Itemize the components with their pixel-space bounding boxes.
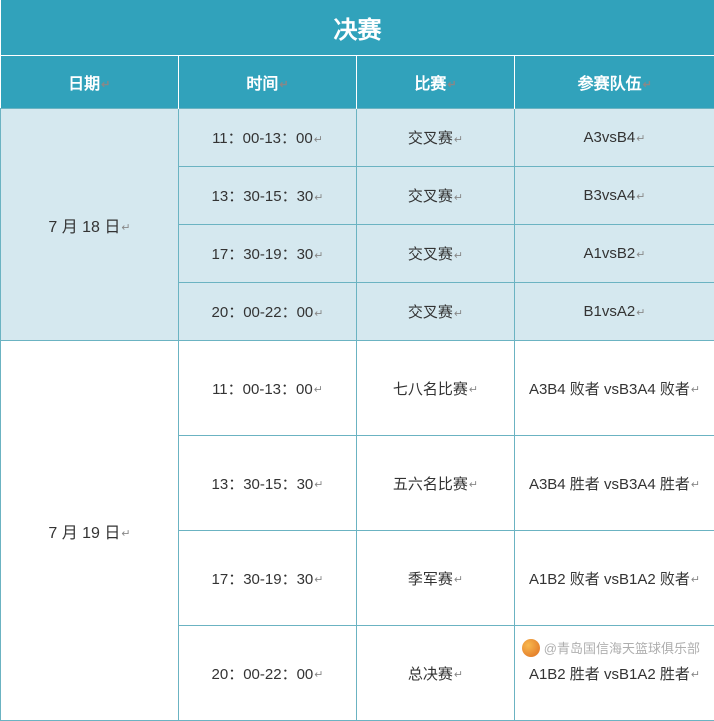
teams-cell: B3vsA4↵ <box>515 167 714 225</box>
teams-cell: A3B4 败者 vsB3A4 败者↵ <box>515 341 714 436</box>
col-header-time: 时间↵ <box>179 56 357 109</box>
table-header-row: 日期↵ 时间↵ 比赛↵ 参赛队伍↵ <box>1 56 714 109</box>
date-cell-day1: 7 月 18 日↵ <box>1 109 179 341</box>
table-row: 7 月 18 日↵ 11：00-13：00↵ 交叉赛↵ A3vsB4↵ <box>1 109 714 167</box>
col-header-match: 比赛↵ <box>357 56 515 109</box>
table-row: 7 月 19 日↵ 11：00-13：00↵ 七八名比赛↵ A3B4 败者 vs… <box>1 341 714 436</box>
finals-schedule-table: 决赛 日期↵ 时间↵ 比赛↵ 参赛队伍↵ 7 月 18 日↵ 11：00-13：… <box>0 0 714 721</box>
time-cell: 17：30-19：30↵ <box>179 225 357 283</box>
match-cell: 七八名比赛↵ <box>357 341 515 436</box>
time-cell: 11：00-13：00↵ <box>179 109 357 167</box>
time-cell: 17：30-19：30↵ <box>179 531 357 626</box>
match-cell: 交叉赛↵ <box>357 225 515 283</box>
teams-cell: B1vsA2↵ <box>515 283 714 341</box>
weibo-icon <box>522 639 540 657</box>
match-cell: 季军赛↵ <box>357 531 515 626</box>
match-cell: 交叉赛↵ <box>357 167 515 225</box>
table-title: 决赛 <box>1 0 714 56</box>
match-cell: 五六名比赛↵ <box>357 436 515 531</box>
time-cell: 20：00-22：00↵ <box>179 626 357 721</box>
match-cell: 交叉赛↵ <box>357 283 515 341</box>
teams-cell: A1B2 败者 vsB1A2 败者↵ <box>515 531 714 626</box>
time-cell: 13：30-15：30↵ <box>179 167 357 225</box>
table-title-row: 决赛 <box>1 0 714 56</box>
match-cell: 交叉赛↵ <box>357 109 515 167</box>
teams-cell: A1vsB2↵ <box>515 225 714 283</box>
teams-cell: A3B4 胜者 vsB3A4 胜者↵ <box>515 436 714 531</box>
date-cell-day2: 7 月 19 日↵ <box>1 341 179 721</box>
col-header-teams: 参赛队伍↵ <box>515 56 714 109</box>
watermark-text: @青岛国信海天篮球俱乐部 <box>544 638 700 657</box>
match-cell: 总决赛↵ <box>357 626 515 721</box>
time-cell: 13：30-15：30↵ <box>179 436 357 531</box>
time-cell: 20：00-22：00↵ <box>179 283 357 341</box>
time-cell: 11：00-13：00↵ <box>179 341 357 436</box>
col-header-date: 日期↵ <box>1 56 179 109</box>
teams-cell: A3vsB4↵ <box>515 109 714 167</box>
watermark: @青岛国信海天篮球俱乐部 <box>522 638 700 657</box>
